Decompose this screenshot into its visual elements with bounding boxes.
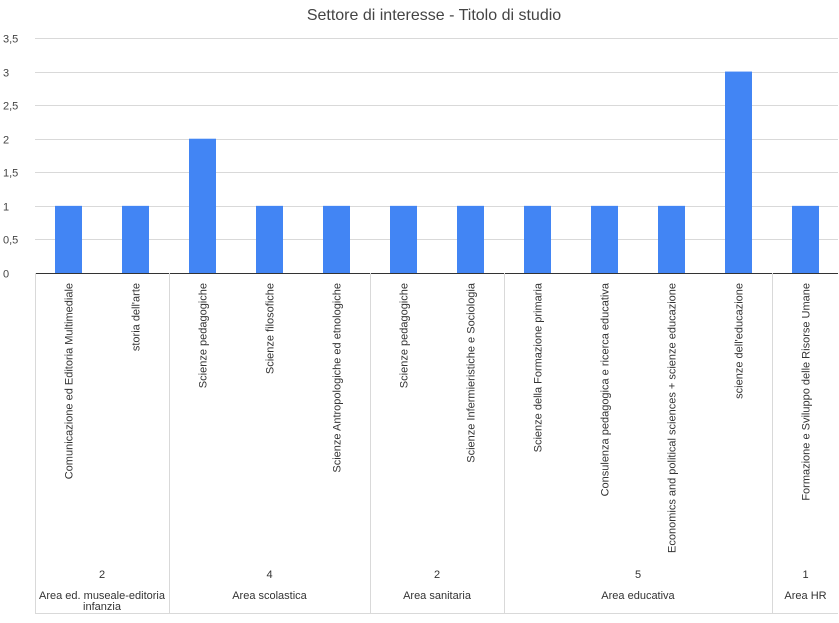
bar <box>390 205 417 273</box>
group-label: Area scolastica <box>232 590 307 602</box>
bar <box>189 138 216 273</box>
category-label: Economics and political sciences + scien… <box>667 283 679 553</box>
group-count: 2 <box>99 569 105 581</box>
bar <box>457 205 484 273</box>
group-label: Area sanitaria <box>403 590 472 602</box>
y-tick-label: 2 <box>3 135 9 147</box>
y-axis-ticks: 0 0,5 1 1,5 2 2,5 3 3,5 <box>3 34 18 281</box>
bar <box>122 205 149 273</box>
bar <box>323 205 350 273</box>
group-count: 1 <box>802 569 808 581</box>
category-label: Scienze pedagogiche <box>198 283 210 388</box>
group-label-line: Area ed. museale-editoria <box>39 590 166 602</box>
bars <box>55 71 819 273</box>
y-tick-label: 0,5 <box>3 235 18 247</box>
category-label: Scienze Infermieristiche e Sociologia <box>466 282 478 463</box>
y-tick-label: 1 <box>3 202 9 214</box>
group-count: 5 <box>635 569 641 581</box>
chart-title: Settore di interesse - Titolo di studio <box>307 7 561 24</box>
group-count: 4 <box>266 569 272 581</box>
bar <box>256 205 283 273</box>
y-tick-label: 3,5 <box>3 34 18 46</box>
group-labels: 2 Area ed. museale-editoria infanzia 4 Area … <box>39 569 827 613</box>
y-tick-label: 2,5 <box>3 101 18 113</box>
bar <box>725 71 752 273</box>
category-label: Comunicazione ed Editoria Multimediale <box>64 283 76 479</box>
category-label: Consulenza pedagogica e ricerca educativ… <box>600 282 612 496</box>
group-label-line: Area scolastica <box>232 590 307 602</box>
bar <box>658 205 685 273</box>
group-label-line: Area educativa <box>601 590 675 602</box>
group-label-line: infanzia <box>83 601 122 613</box>
bar <box>591 205 618 273</box>
category-label: Scienze della Formazione primaria <box>533 282 545 452</box>
category-label: Formazione e Sviluppo delle Risorse Uman… <box>801 283 813 501</box>
group-label-line: Area HR <box>784 590 826 602</box>
group-label: Area educativa <box>601 590 675 602</box>
category-label: Scienze pedagogiche <box>399 283 411 388</box>
category-label: Scienze Antropologiche ed etnologiche <box>332 283 344 473</box>
category-label: storia dell'arte <box>131 283 143 351</box>
group-label: Area ed. museale-editoria infanzia <box>39 590 166 613</box>
y-tick-label: 1,5 <box>3 168 18 180</box>
bar <box>524 205 551 273</box>
category-labels: Comunicazione ed Editoria Multimediale st… <box>64 282 813 553</box>
group-count: 2 <box>434 569 440 581</box>
gridlines <box>35 38 838 274</box>
group-label-line: Area sanitaria <box>403 590 472 602</box>
category-label: scienze dell'educazione <box>734 283 746 399</box>
category-separators <box>35 273 838 614</box>
y-tick-label: 3 <box>3 68 9 80</box>
category-label: Scienze filosofiche <box>265 283 277 374</box>
y-tick-label: 0 <box>3 269 9 281</box>
bar <box>792 205 819 273</box>
bar <box>55 205 82 273</box>
group-label: Area HR <box>784 590 826 602</box>
